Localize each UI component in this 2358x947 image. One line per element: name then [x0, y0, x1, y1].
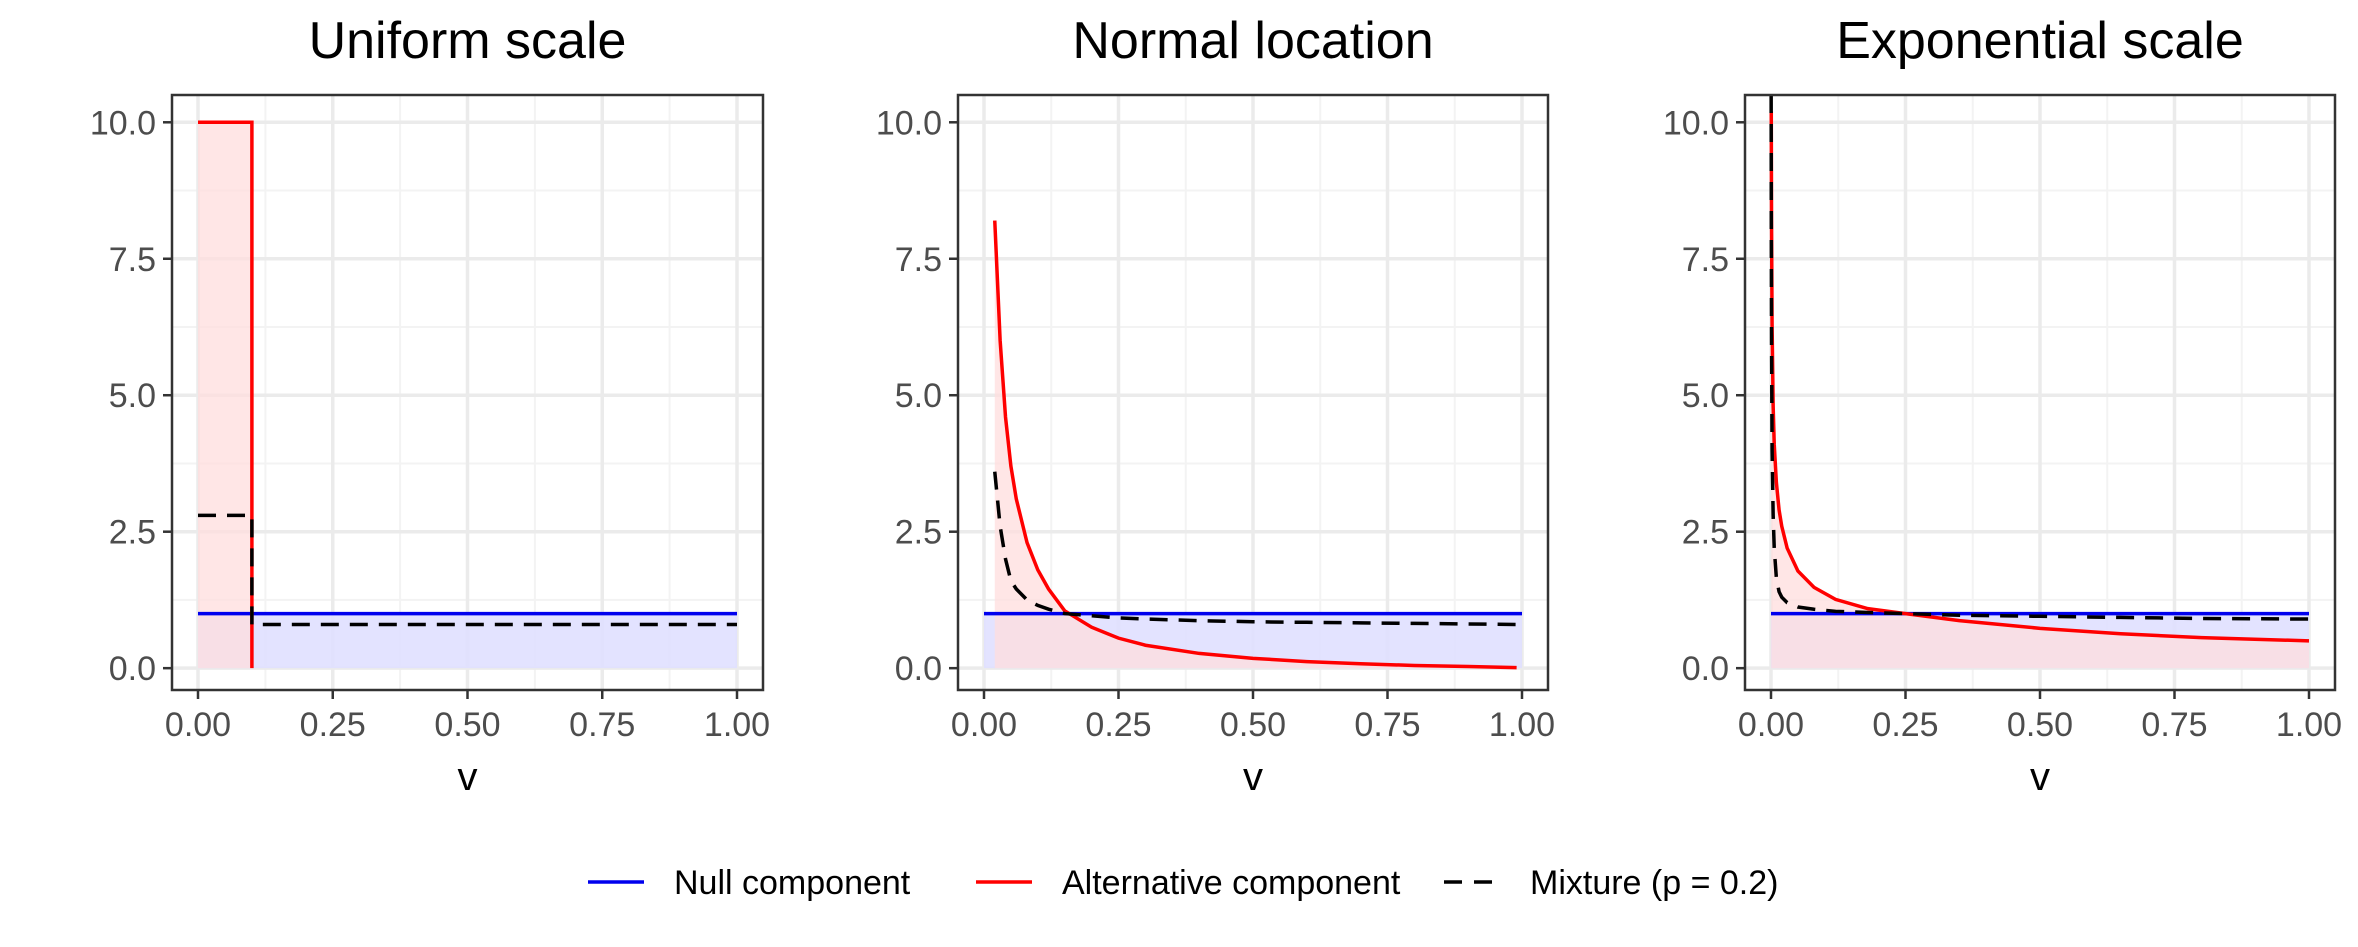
x-tick-label: 0.75 — [1354, 706, 1420, 744]
null-area — [198, 613, 737, 669]
series-group — [170, 93, 765, 692]
x-axis-title: v — [1243, 755, 1263, 799]
y-tick-label: 7.5 — [895, 241, 942, 279]
y-tick-label: 0.0 — [109, 650, 156, 688]
x-tick-label: 0.25 — [300, 706, 366, 744]
panel-border — [1743, 93, 2337, 692]
alternative-component-line — [1769, 111, 2310, 643]
y-tick-label: 0.0 — [895, 650, 942, 688]
x-tick-label: 1.00 — [1489, 706, 1555, 744]
x-axis-title: v — [2030, 755, 2050, 799]
y-tick-label: 5.0 — [1682, 377, 1729, 415]
y-tick-label: 5.0 — [895, 377, 942, 415]
x-tick-label: 1.00 — [2276, 706, 2342, 744]
y-tick-label: 0.0 — [1682, 650, 1729, 688]
alternative-area — [198, 122, 252, 669]
series-group — [1743, 93, 2337, 692]
y-tick-label: 2.5 — [895, 514, 942, 552]
panel-border — [956, 93, 1550, 692]
x-tick-label: 1.00 — [704, 706, 770, 744]
x-axis-title: v — [458, 755, 478, 799]
x-tick-label: 0.25 — [1085, 706, 1151, 744]
panel-uniform-scale: Uniform scale v 0.00 0.25 0.50 0.75 1.00 0.0 2… — [90, 12, 770, 799]
tick-labels: 0.00 0.25 0.50 0.75 1.00 0.0 2.5 5.0 7.5 10.0 — [90, 104, 770, 744]
panel-title: Normal location — [1072, 12, 1433, 70]
y-tick-label: 7.5 — [1682, 241, 1729, 279]
y-tick-label: 10.0 — [90, 104, 156, 142]
panel-normal-location: Normal location v 0.00 0.25 0.50 0.75 1.000.… — [876, 12, 1555, 799]
x-tick-label: 0.75 — [569, 706, 635, 744]
y-tick-label: 2.5 — [109, 514, 156, 552]
x-tick-label: 0.50 — [434, 706, 500, 744]
legend: Null component Alternative component Mix… — [588, 864, 1778, 902]
y-tick-label: 10.0 — [1663, 104, 1729, 142]
panel-title: Exponential scale — [1836, 12, 2244, 70]
mixture-line — [993, 471, 1517, 627]
legend-label-alternative: Alternative component — [1062, 864, 1401, 902]
mixture-line — [1769, 95, 2310, 621]
legend-label-null: Null component — [674, 864, 911, 902]
y-tick-label: 5.0 — [109, 377, 156, 415]
panel-title: Uniform scale — [309, 12, 627, 70]
tick-labels: 0.00 0.25 0.50 0.75 1.00 0.0 2.5 5.0 7.5 10.0 — [1663, 104, 2342, 744]
tick-labels: 0.00 0.25 0.50 0.75 1.00 0.0 2.5 5.0 7.5 10.0 — [876, 104, 1555, 744]
x-tick-label: 0.50 — [1220, 706, 1286, 744]
series-group — [956, 93, 1550, 692]
x-tick-label: 0.50 — [2007, 706, 2073, 744]
panel-border — [170, 93, 765, 692]
x-tick-label: 0.00 — [165, 706, 231, 744]
alternative-component-line — [993, 220, 1517, 670]
legend-label-mixture: Mixture (p = 0.2) — [1530, 864, 1778, 902]
y-tick-label: 10.0 — [876, 104, 942, 142]
alternative-component-line — [198, 120, 254, 669]
panel-exponential-scale: Exponential scale v 0.00 0.25 0.50 0.75 1.00… — [1663, 12, 2342, 799]
x-tick-label: 0.00 — [1738, 706, 1804, 744]
x-tick-label: 0.00 — [951, 706, 1017, 744]
y-tick-label: 2.5 — [1682, 514, 1729, 552]
alternative-area — [994, 220, 1517, 669]
x-tick-label: 0.25 — [1872, 706, 1938, 744]
y-tick-label: 7.5 — [109, 241, 156, 279]
x-tick-label: 0.75 — [2141, 706, 2207, 744]
